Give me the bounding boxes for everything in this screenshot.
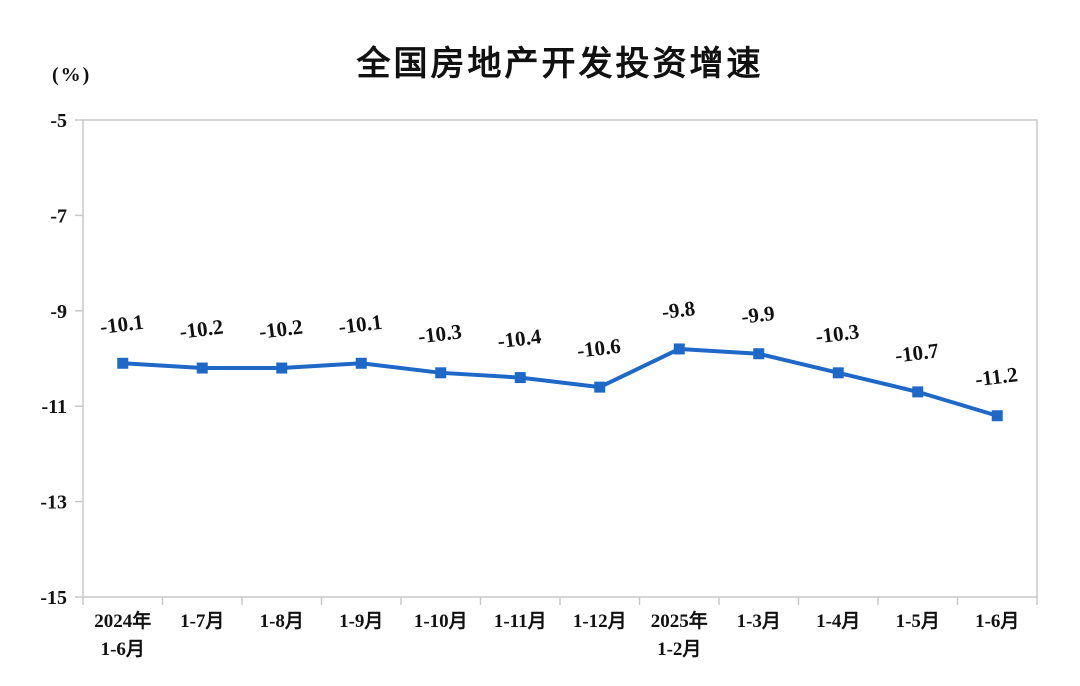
plot-area-border	[82, 119, 1038, 598]
data-point-marker	[276, 362, 288, 374]
data-point-marker	[673, 343, 685, 355]
series-line	[120, 346, 1000, 418]
x-axis-tick-label: 1-3月	[737, 611, 781, 632]
x-axis-tick-label: 2024年	[94, 609, 151, 632]
data-point-marker	[594, 381, 606, 393]
x-axis-tick-label: 1-2月	[657, 639, 701, 660]
data-point-marker	[991, 410, 1003, 422]
data-point-label: -10.1	[337, 310, 383, 339]
data-point-marker	[435, 367, 447, 379]
chart-title: 全国房地产开发投资增速	[356, 45, 764, 83]
x-axis-tick-label: 1-9月	[339, 611, 383, 632]
data-point-label: -9.9	[740, 301, 776, 329]
x-axis-tick-label: 1-8月	[260, 611, 304, 632]
y-axis-tick-label: -9	[50, 301, 67, 323]
data-point-label: -10.6	[576, 334, 622, 363]
x-axis-tick-label: 1-11月	[494, 611, 547, 632]
data-point-label: -10.1	[99, 310, 145, 339]
x-axis-tick-label: 1-6月	[101, 639, 145, 660]
x-axis-tick-label: 1-6月	[975, 611, 1019, 632]
x-axis-tick-label: 1-10月	[414, 611, 468, 632]
data-point-marker	[832, 367, 844, 379]
data-point-marker	[117, 357, 129, 369]
y-axis-tick-label: -15	[40, 587, 67, 609]
x-axis-tick-label: 1-12月	[573, 611, 627, 632]
data-point-marker	[196, 362, 208, 374]
data-point-label: -9.8	[660, 296, 696, 324]
y-axis-tick-label: -5	[50, 110, 67, 132]
x-axis-tick-label: 1-7月	[180, 611, 224, 632]
x-axis-tick-label: 1-4月	[816, 611, 860, 632]
data-point-label: -11.2	[974, 362, 1019, 391]
data-point-label: -10.7	[894, 338, 940, 367]
data-point-label: -10.2	[178, 315, 224, 344]
data-point-marker	[514, 372, 526, 384]
data-point-marker	[753, 348, 765, 360]
data-point-label: -10.4	[496, 324, 543, 353]
data-point-label: -10.3	[417, 319, 463, 348]
y-axis-tick-label: -13	[40, 492, 67, 514]
data-point-marker	[912, 386, 924, 398]
y-axis-unit-label: (%)	[52, 64, 92, 86]
x-axis-tick-label: 1-5月	[896, 611, 940, 632]
y-axis-tick-label: -7	[50, 205, 67, 227]
data-point-label: -10.2	[258, 315, 304, 344]
x-axis-tick-label: 2025年	[651, 609, 708, 632]
data-point-label: -10.3	[814, 319, 860, 348]
data-point-marker	[355, 357, 367, 369]
y-axis-tick-label: -11	[41, 396, 67, 418]
